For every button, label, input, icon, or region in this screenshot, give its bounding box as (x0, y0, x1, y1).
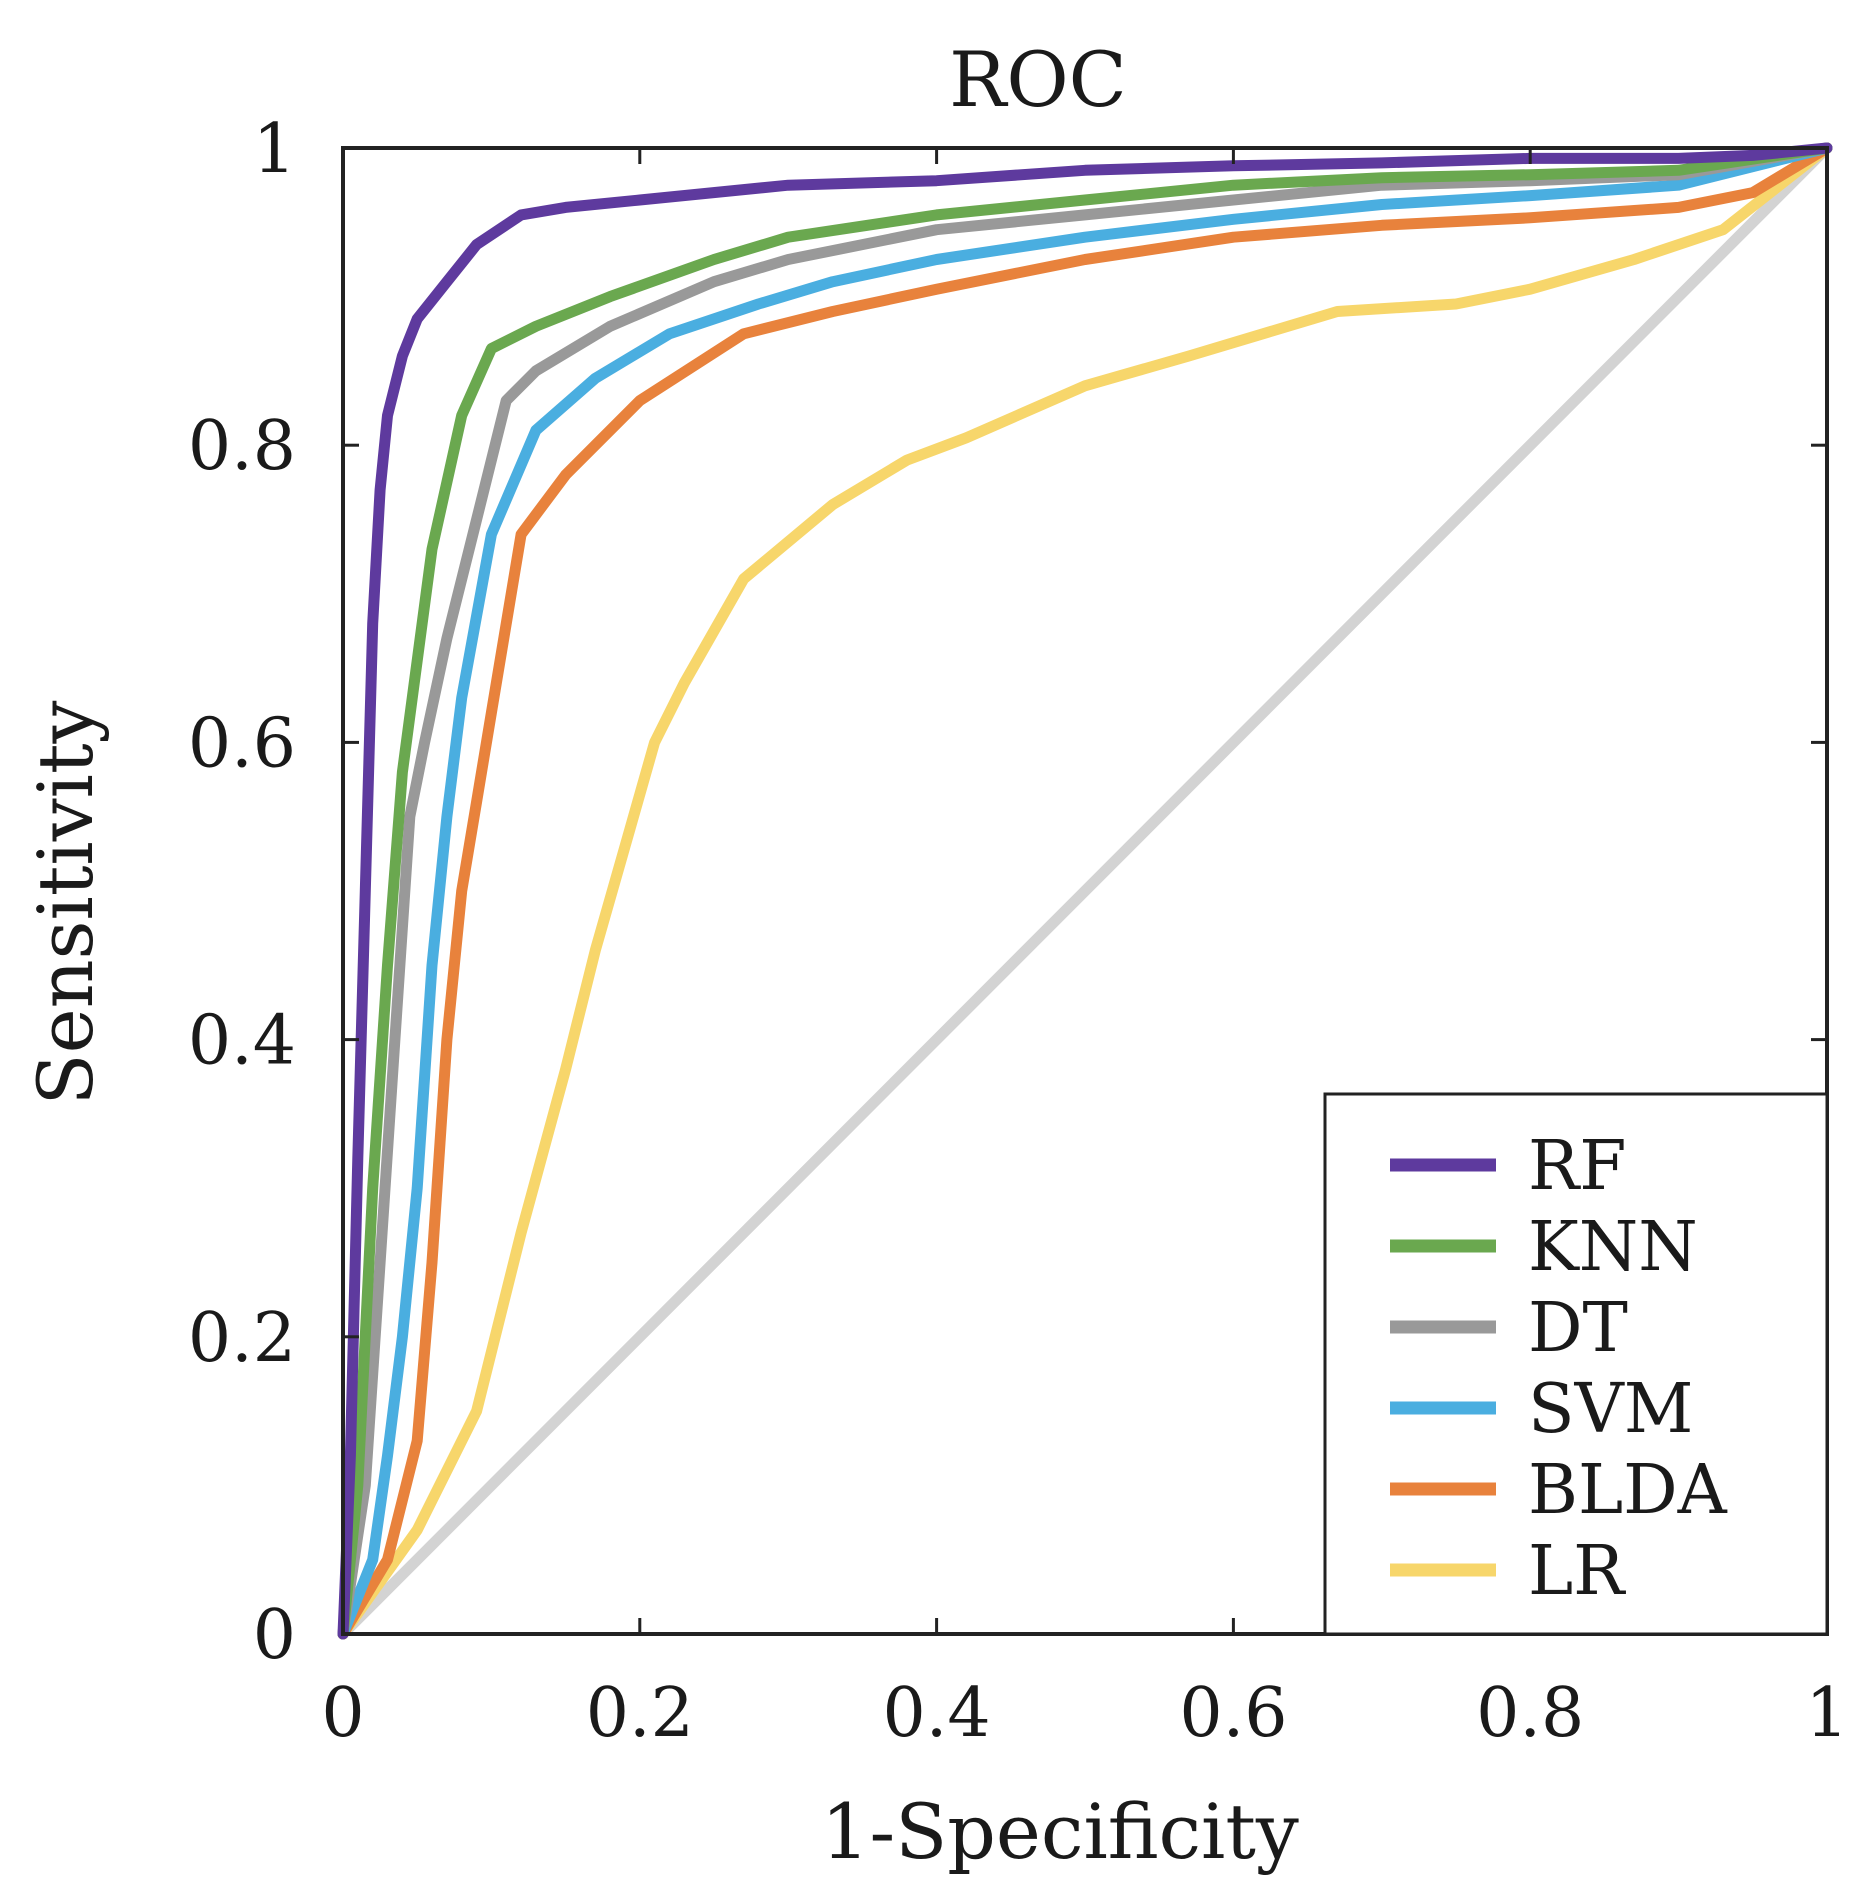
x-tick-label: 0.8 (1476, 1674, 1584, 1753)
tick-layer: 0 0.2 0.4 0.6 0.8 1 0 0.2 0.4 0.6 0.8 1 (188, 110, 1849, 1753)
series-line-dt (337, 142, 1833, 1640)
y-tick-label: 0.8 (188, 407, 296, 486)
x-tick-label: 0.4 (883, 1674, 991, 1753)
x-tick-label: 0.6 (1179, 1674, 1287, 1753)
chance-reference-layer (337, 142, 1833, 1640)
y-tick-label: 0.6 (188, 704, 296, 783)
series-line-rf (337, 142, 1833, 1640)
series-line-svm (337, 142, 1833, 1640)
series-line-lr (337, 142, 1833, 1640)
chart-title: ROC (949, 35, 1127, 124)
plot-area-frame (341, 146, 1829, 1636)
legend-label-rf: RF (1528, 1127, 1626, 1206)
legend-label-knn: KNN (1528, 1208, 1698, 1287)
y-tick-label: 0.4 (188, 1002, 296, 1081)
y-tick-label: 0.2 (188, 1299, 296, 1378)
y-tick-label: 0 (253, 1596, 296, 1675)
y-tick-label: 1 (253, 110, 296, 189)
legend-label-blda: BLDA (1528, 1451, 1728, 1530)
x-tick-label: 0.2 (586, 1674, 694, 1753)
legend-label-svm: SVM (1528, 1370, 1693, 1449)
y-axis-label: Sensitivity (21, 701, 110, 1106)
legend-box (1323, 1092, 1829, 1636)
series-line-knn (337, 142, 1833, 1640)
legend-label-lr: LR (1528, 1532, 1626, 1611)
legend-label-dt: DT (1528, 1289, 1628, 1368)
x-tick-label: 0 (321, 1674, 364, 1753)
series-line-blda (337, 142, 1833, 1640)
chance-diagonal-line (337, 142, 1833, 1640)
x-tick-label: 1 (1805, 1674, 1848, 1753)
x-axis-label: 1-Specificity (821, 1787, 1299, 1876)
series-layer (337, 142, 1833, 1640)
